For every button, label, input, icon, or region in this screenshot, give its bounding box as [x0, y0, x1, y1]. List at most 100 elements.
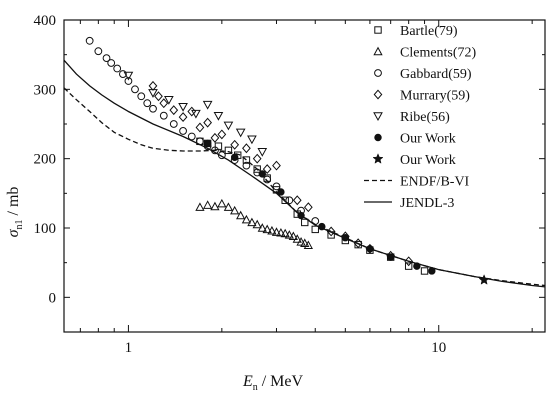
point-bartle-79 — [327, 231, 335, 239]
legend-marker-our-work — [372, 153, 384, 164]
point-gabbard-59 — [196, 137, 204, 146]
point-gabbard-59 — [217, 151, 226, 160]
axis-ticks: 0 100 200 300 400 1 10 — [34, 13, 545, 356]
point-clements-72 — [202, 200, 213, 209]
point-murrary-59 — [178, 112, 188, 123]
point-gabbard-59 — [94, 47, 103, 56]
point-bartle-79 — [420, 267, 429, 275]
point-gabbard-59 — [179, 127, 187, 135]
point-our-work — [277, 188, 285, 196]
point-our-work — [413, 262, 421, 270]
point-gabbard-59 — [211, 146, 219, 155]
point-bartle-79 — [281, 196, 289, 204]
point-gabbard-59 — [149, 104, 157, 113]
point-gabbard-59 — [102, 54, 111, 63]
plot-border — [63, 19, 546, 333]
point-gabbard-59 — [159, 111, 168, 120]
curve-endf-b-vi — [63, 87, 546, 287]
point-murrary-59 — [230, 139, 240, 150]
point-murrary-59 — [195, 122, 205, 133]
point-murrary-59 — [262, 164, 272, 175]
point-murrary-59 — [159, 98, 169, 109]
point-gabbard-59 — [137, 92, 146, 101]
plot-frame — [63, 19, 546, 333]
legend-label-gabbard-59: Gabbard(59) — [400, 67, 472, 82]
point-murrary-59 — [292, 195, 302, 206]
y-tick-label: 300 — [34, 82, 57, 98]
point-murrary-59 — [303, 202, 313, 213]
point-clements-72 — [257, 223, 267, 232]
point-gabbard-59 — [113, 64, 122, 73]
point-gabbard-59 — [311, 217, 320, 225]
point-our-work — [428, 267, 436, 275]
point-clements-72 — [267, 225, 277, 235]
point-gabbard-59 — [119, 70, 127, 78]
curves — [63, 59, 546, 288]
x-axis-title: En / MeV — [242, 373, 304, 393]
point-clements-72 — [230, 205, 240, 215]
point-murrary-59 — [154, 91, 163, 102]
point-clements-72 — [300, 238, 310, 247]
point-ribe-56 — [213, 111, 224, 121]
point-bartle-79 — [214, 142, 223, 150]
point-clements-72 — [280, 228, 290, 238]
point-gabbard-59 — [263, 175, 272, 184]
y-tick-label: 200 — [34, 152, 57, 168]
point-clements-72 — [217, 198, 227, 208]
point-bartle-79 — [224, 146, 233, 155]
legend-label-ribe-56: Ribe(56) — [400, 110, 450, 125]
point-gabbard-59 — [124, 77, 133, 85]
point-clements-72 — [276, 228, 286, 237]
point-gabbard-59 — [131, 85, 139, 94]
point-our-work — [341, 234, 350, 242]
point-murrary-59 — [210, 132, 220, 143]
x-tick-label: 10 — [431, 340, 446, 356]
legend-label-our-work: Our Work — [400, 153, 456, 168]
point-ribe-56 — [223, 121, 234, 131]
point-our-work — [478, 274, 490, 285]
point-our-work — [258, 170, 266, 178]
point-our-work — [386, 253, 395, 261]
legend-marker-our-work — [374, 133, 382, 142]
point-murrary-59 — [203, 117, 213, 128]
point-murrary-59 — [404, 256, 414, 267]
point-murrary-59 — [272, 160, 281, 171]
point-clements-72 — [271, 227, 282, 236]
legend-label-jendl-3: JENDL-3 — [400, 196, 454, 211]
point-murrary-59 — [252, 153, 262, 164]
point-our-work — [318, 222, 326, 231]
point-bartle-79 — [242, 156, 251, 164]
point-gabbard-59 — [107, 59, 116, 67]
point-our-work — [297, 211, 305, 220]
point-bartle-79 — [404, 262, 413, 270]
point-clements-72 — [288, 231, 298, 241]
legend-marker-murrary-59 — [373, 89, 383, 100]
point-ribe-56 — [178, 102, 188, 112]
y-axis-title: σn1 / mb — [5, 187, 25, 238]
data-markers — [85, 36, 490, 285]
point-clements-72 — [236, 210, 246, 220]
point-clements-72 — [247, 217, 257, 227]
point-clements-72 — [223, 202, 234, 211]
point-gabbard-59 — [272, 182, 281, 191]
point-clements-72 — [303, 240, 313, 250]
point-our-work — [230, 153, 239, 161]
point-our-work — [203, 139, 212, 148]
point-ribe-56 — [148, 89, 158, 98]
point-gabbard-59 — [285, 196, 294, 205]
y-tick-label: 100 — [34, 221, 57, 237]
y-tick-label: 400 — [34, 13, 57, 29]
point-bartle-79 — [301, 218, 309, 227]
point-gabbard-59 — [143, 99, 152, 108]
point-gabbard-59 — [85, 36, 94, 45]
point-clements-72 — [262, 224, 272, 234]
point-gabbard-59 — [169, 120, 178, 128]
point-our-work — [366, 245, 374, 253]
point-murrary-59 — [217, 129, 227, 140]
point-murrary-59 — [326, 226, 336, 237]
point-murrary-59 — [353, 238, 363, 249]
point-ribe-56 — [247, 135, 257, 145]
legend-label-murrary-59: Murrary(59) — [400, 89, 470, 104]
legend-marker-clements-72 — [373, 46, 383, 56]
